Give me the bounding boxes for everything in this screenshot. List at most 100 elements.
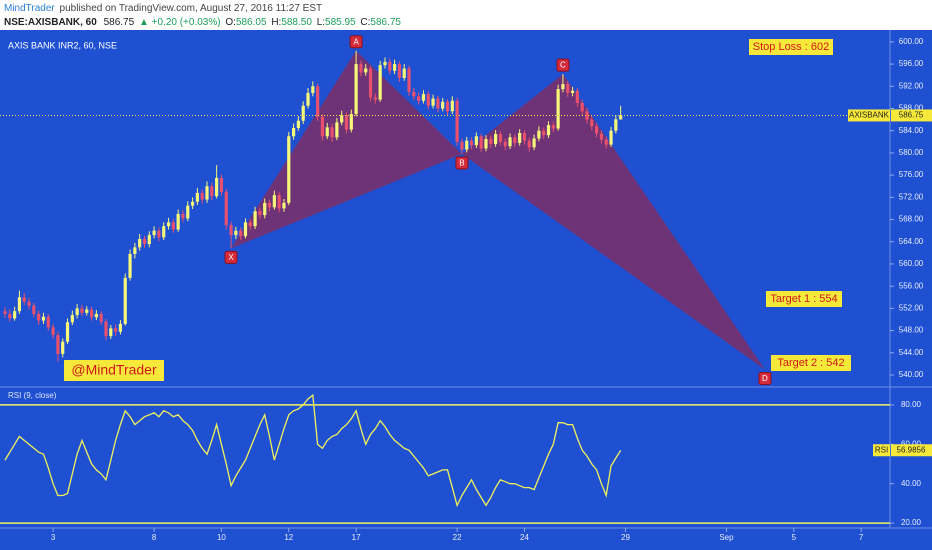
y-tick-label: 20.00 bbox=[901, 518, 922, 527]
candle-body bbox=[532, 138, 536, 148]
candle-body bbox=[359, 64, 363, 73]
y-tick-label: 584.00 bbox=[899, 126, 924, 135]
candle-body bbox=[522, 132, 527, 141]
candle-body bbox=[373, 97, 377, 100]
candle-body bbox=[104, 321, 108, 337]
candle-body bbox=[152, 230, 156, 236]
candle-body bbox=[219, 177, 224, 192]
candle-body bbox=[335, 122, 339, 138]
candle-body bbox=[330, 127, 334, 138]
candle-body bbox=[17, 297, 22, 312]
candle-body bbox=[248, 222, 252, 227]
candle-body bbox=[85, 309, 89, 313]
candle-body bbox=[556, 89, 560, 129]
candle-body bbox=[142, 238, 147, 244]
candle-body bbox=[383, 61, 387, 66]
candle-body bbox=[80, 308, 84, 313]
candle-body bbox=[239, 230, 243, 237]
candle-body bbox=[186, 205, 190, 219]
candle-body bbox=[123, 277, 127, 324]
candle-body bbox=[619, 115, 623, 120]
point-label: X bbox=[228, 253, 234, 262]
candle-body bbox=[397, 64, 402, 78]
candle-body bbox=[566, 84, 570, 93]
rsi-line bbox=[4, 393, 622, 508]
candle-body bbox=[537, 130, 541, 139]
candle-body bbox=[551, 125, 555, 129]
candle-body bbox=[479, 136, 483, 149]
publisher[interactable]: MindTrader bbox=[4, 3, 55, 14]
candle-body bbox=[402, 68, 406, 78]
y-tick-label: 552.00 bbox=[899, 303, 924, 312]
annotation-box bbox=[766, 291, 842, 307]
y-tick-label: 60.00 bbox=[901, 439, 922, 448]
annotation: Target 2 : 542 bbox=[777, 357, 844, 369]
ohlc-value: 586.05 bbox=[236, 17, 267, 28]
candle-body bbox=[41, 316, 46, 321]
candle-body bbox=[450, 100, 454, 112]
annotation-box bbox=[771, 355, 851, 371]
candle-body bbox=[114, 328, 118, 332]
candle-body bbox=[215, 177, 219, 197]
candle-body bbox=[147, 235, 151, 244]
candle-body bbox=[32, 305, 36, 314]
candle-body bbox=[340, 115, 344, 123]
rsi-tag bbox=[873, 444, 890, 457]
candle-body bbox=[301, 105, 305, 121]
y-tick-label: 600.00 bbox=[899, 37, 924, 46]
y-tick-label: 576.00 bbox=[899, 170, 924, 179]
candle-body bbox=[392, 64, 397, 71]
rsi-tag-label: RSI bbox=[875, 445, 888, 454]
point-box bbox=[224, 250, 238, 264]
candle-body bbox=[253, 211, 257, 227]
y-tick-label: 568.00 bbox=[899, 215, 924, 224]
candle-body bbox=[498, 134, 503, 142]
candle-body bbox=[166, 222, 171, 227]
ohlc-label: H: bbox=[271, 17, 281, 28]
candle-body bbox=[65, 322, 70, 342]
symbol: NSE:AXISBANK, 60 bbox=[4, 17, 97, 28]
y-tick-label: 596.00 bbox=[899, 59, 924, 68]
watermark-box bbox=[64, 360, 164, 381]
candle-body bbox=[118, 323, 123, 332]
y-tick-label: 548.00 bbox=[899, 326, 924, 335]
y-tick-label: 580.00 bbox=[899, 148, 924, 157]
candle-body bbox=[484, 139, 488, 149]
point-box bbox=[455, 156, 469, 170]
candle-body bbox=[508, 137, 512, 147]
x-tick-label: 5 bbox=[792, 533, 797, 542]
candle-body bbox=[157, 230, 161, 238]
x-tick-label: 17 bbox=[352, 533, 361, 542]
candle-body bbox=[56, 335, 60, 354]
candle-body bbox=[109, 328, 113, 337]
candle-body bbox=[277, 195, 281, 209]
candle-body bbox=[368, 68, 373, 98]
candle-body bbox=[474, 136, 478, 146]
price-tag-label: 586.75 bbox=[899, 111, 924, 120]
header-line: MindTrader published on TradingView.com,… bbox=[4, 3, 322, 14]
candle-body bbox=[205, 186, 209, 200]
candle-body bbox=[70, 315, 74, 323]
candle-body bbox=[258, 211, 262, 216]
candle-body bbox=[354, 64, 358, 115]
candle-body bbox=[229, 225, 233, 236]
candle-body bbox=[436, 98, 440, 109]
candle-body bbox=[282, 202, 286, 209]
rsi-value-tag bbox=[891, 444, 932, 457]
candle-body bbox=[316, 86, 320, 117]
y-tick-label: 564.00 bbox=[899, 237, 924, 246]
candle-body bbox=[94, 313, 98, 318]
candle-body bbox=[210, 186, 214, 197]
candle-body bbox=[99, 313, 103, 322]
candle-body bbox=[614, 119, 618, 131]
candle-body bbox=[272, 195, 276, 208]
candle-body bbox=[195, 192, 199, 202]
candle-body bbox=[243, 222, 248, 237]
candle-body bbox=[162, 226, 166, 238]
ohlc-value: 588.50 bbox=[281, 17, 312, 28]
published: published on TradingView.com, August 27,… bbox=[60, 3, 323, 14]
chart-title: AXIS BANK INR2, 60, NSE bbox=[8, 40, 117, 50]
candle-body bbox=[527, 140, 531, 148]
candle-body bbox=[513, 137, 517, 143]
